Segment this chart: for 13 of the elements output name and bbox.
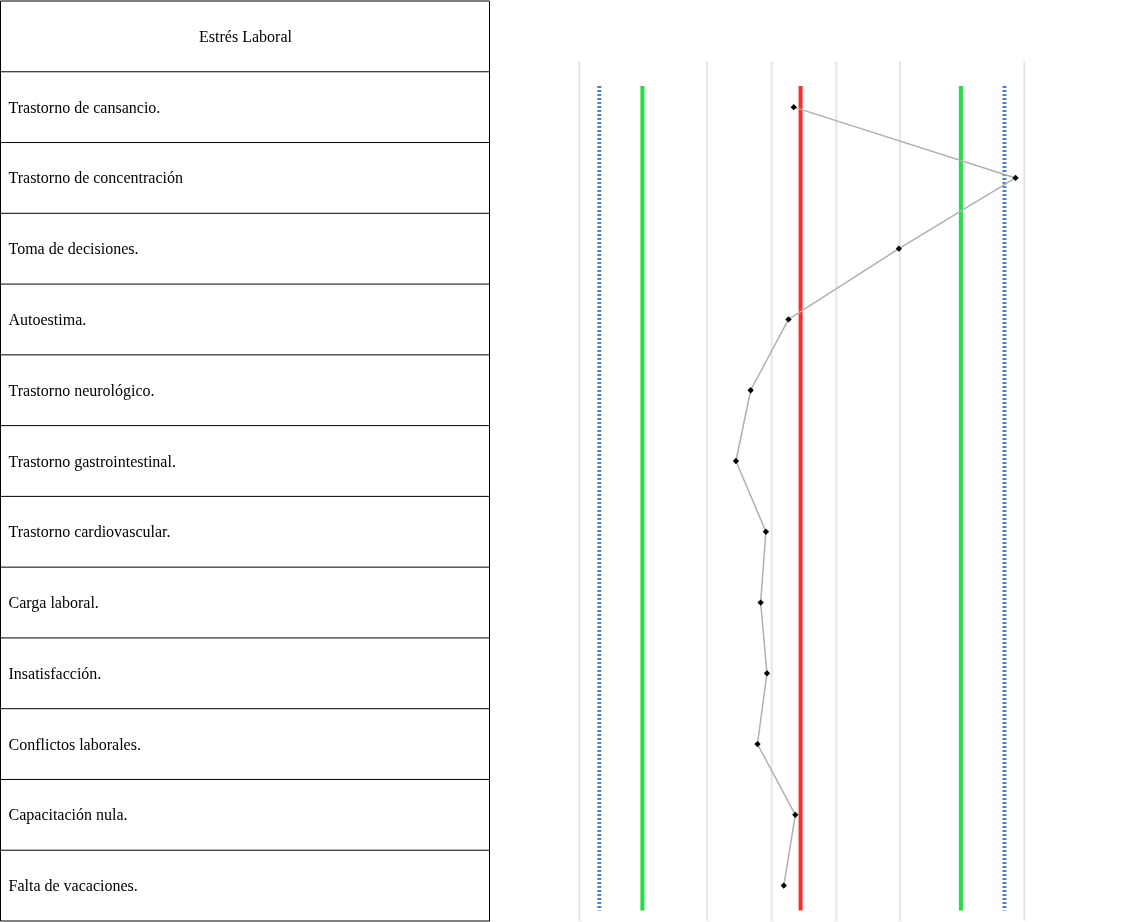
y-tick-label: Conflictos laborales. [8,735,141,753]
y-axis-title: Estrés Laboral [199,27,293,45]
y-tick-label: Trastorno de concentración [8,169,183,187]
y-tick-label: Trastorno de cansancio. [8,98,161,116]
y-tick-label: Insatisfacción. [8,664,102,682]
y-tick-label: Falta de vacaciones. [8,877,138,895]
y-tick-label: Autoestima. [8,310,87,328]
y-tick-label: Trastorno cardiovascular. [8,523,171,541]
y-tick-label: Capacitación nula. [8,806,128,825]
y-tick-label: Carga laboral. [8,594,99,613]
y-tick-label: Toma de decisiones. [8,240,139,258]
y-tick-label: Trastorno neurológico. [8,381,155,400]
y-tick-label: Trastorno gastrointestinal. [8,452,176,471]
